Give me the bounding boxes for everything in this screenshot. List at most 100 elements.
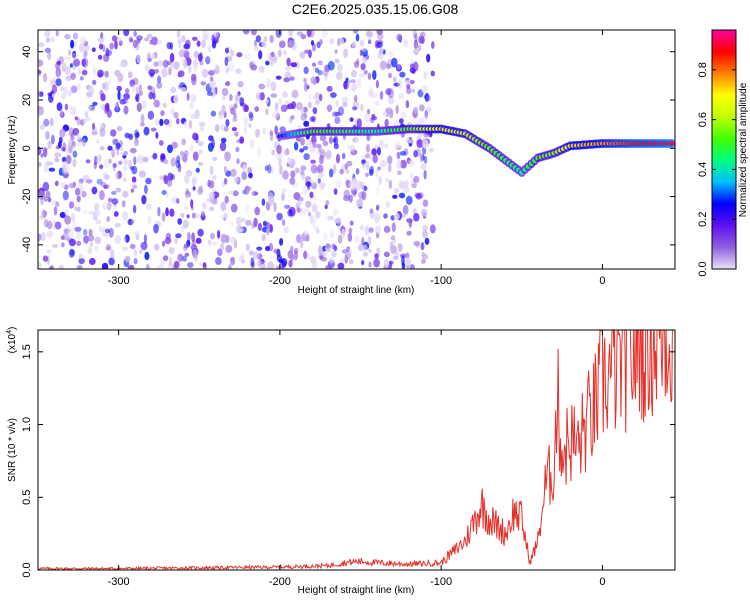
noise-speckle bbox=[67, 90, 72, 97]
noise-speckle bbox=[116, 85, 122, 92]
noise-speckle bbox=[54, 157, 60, 163]
noise-speckle bbox=[93, 202, 100, 212]
noise-speckle bbox=[193, 62, 198, 72]
noise-speckle bbox=[54, 114, 59, 123]
noise-speckle bbox=[238, 256, 245, 262]
noise-speckle bbox=[95, 219, 102, 225]
noise-speckle bbox=[221, 181, 225, 188]
noise-speckle bbox=[135, 86, 139, 93]
noise-speckle bbox=[153, 243, 160, 251]
noise-speckle bbox=[334, 116, 341, 124]
noise-speckle bbox=[198, 149, 203, 155]
noise-speckle bbox=[177, 162, 182, 173]
noise-speckle bbox=[396, 64, 401, 70]
noise-speckle bbox=[347, 232, 353, 242]
noise-speckle bbox=[65, 154, 72, 165]
noise-speckle bbox=[132, 39, 138, 48]
noise-speckle bbox=[163, 175, 169, 185]
noise-speckle bbox=[108, 227, 114, 238]
noise-speckle bbox=[363, 185, 368, 191]
noise-speckle bbox=[265, 227, 270, 236]
noise-speckle bbox=[293, 247, 299, 254]
noise-speckle bbox=[296, 207, 301, 213]
y-tick-label: 20 bbox=[21, 94, 33, 106]
noise-speckle bbox=[249, 139, 255, 149]
noise-speckle bbox=[391, 57, 398, 68]
noise-speckle bbox=[232, 117, 238, 123]
colorbar-tick-label: 0.0 bbox=[697, 261, 709, 276]
noise-speckle bbox=[183, 243, 190, 249]
noise-speckle bbox=[136, 102, 142, 113]
noise-speckle bbox=[406, 230, 412, 236]
noise-speckle bbox=[273, 248, 280, 254]
noise-speckle bbox=[343, 189, 351, 199]
noise-speckle bbox=[405, 195, 413, 205]
noise-speckle bbox=[299, 239, 304, 249]
noise-speckle bbox=[277, 98, 283, 106]
noise-speckle bbox=[282, 170, 289, 180]
noise-speckle bbox=[168, 257, 173, 267]
noise-speckle bbox=[170, 108, 175, 116]
noise-speckle bbox=[47, 197, 52, 203]
noise-speckle bbox=[396, 33, 403, 42]
y-tick-label: -40 bbox=[21, 237, 33, 253]
noise-speckle bbox=[44, 30, 51, 38]
noise-speckle bbox=[359, 39, 365, 47]
noise-speckle bbox=[125, 88, 130, 94]
noise-speckle bbox=[245, 203, 250, 214]
noise-speckle bbox=[311, 203, 318, 213]
noise-speckle bbox=[300, 165, 307, 171]
noise-speckle bbox=[48, 265, 54, 269]
noise-speckle bbox=[49, 79, 55, 85]
noise-speckle bbox=[375, 167, 379, 178]
noise-speckle bbox=[242, 30, 250, 35]
noise-speckle bbox=[43, 148, 48, 158]
noise-speckle bbox=[420, 163, 427, 171]
noise-speckle bbox=[96, 178, 103, 185]
noise-speckle bbox=[299, 169, 305, 176]
noise-speckle bbox=[241, 217, 246, 223]
noise-speckle bbox=[409, 67, 416, 74]
noise-speckle bbox=[265, 78, 272, 88]
noise-speckle bbox=[309, 215, 315, 224]
colorbar-frame bbox=[711, 29, 737, 270]
noise-speckle bbox=[137, 154, 144, 164]
noise-speckle bbox=[42, 255, 49, 262]
y-tick-label: 1.0 bbox=[21, 417, 33, 432]
noise-speckle bbox=[265, 60, 270, 66]
noise-speckle bbox=[107, 197, 113, 203]
noise-speckle bbox=[375, 80, 379, 89]
noise-speckle bbox=[406, 86, 412, 95]
noise-speckle bbox=[275, 112, 280, 121]
noise-speckle bbox=[183, 121, 188, 128]
noise-speckle bbox=[224, 56, 229, 67]
noise-speckle bbox=[369, 165, 375, 175]
noise-speckle bbox=[119, 146, 124, 152]
noise-speckle bbox=[399, 71, 406, 78]
noise-speckle bbox=[423, 71, 428, 80]
noise-speckle bbox=[82, 229, 88, 236]
noise-speckle bbox=[124, 132, 130, 139]
noise-speckle bbox=[143, 234, 147, 244]
noise-speckle bbox=[190, 244, 198, 251]
noise-speckle bbox=[153, 99, 160, 108]
noise-speckle bbox=[241, 171, 247, 181]
noise-speckle bbox=[347, 79, 351, 84]
noise-speckle bbox=[331, 250, 337, 258]
noise-speckle bbox=[395, 141, 400, 149]
noise-speckle bbox=[159, 258, 166, 266]
noise-speckle bbox=[70, 72, 76, 81]
noise-speckle bbox=[236, 158, 240, 165]
noise-speckle bbox=[81, 138, 87, 147]
noise-speckle bbox=[305, 200, 312, 208]
noise-speckle bbox=[296, 196, 304, 202]
noise-speckle bbox=[270, 93, 278, 98]
noise-speckle bbox=[210, 110, 217, 117]
noise-speckle bbox=[396, 151, 401, 160]
noise-speckle bbox=[60, 110, 64, 117]
noise-speckle bbox=[124, 234, 130, 243]
noise-speckle bbox=[138, 84, 143, 92]
noise-speckle bbox=[374, 101, 380, 106]
noise-speckle bbox=[243, 117, 249, 126]
